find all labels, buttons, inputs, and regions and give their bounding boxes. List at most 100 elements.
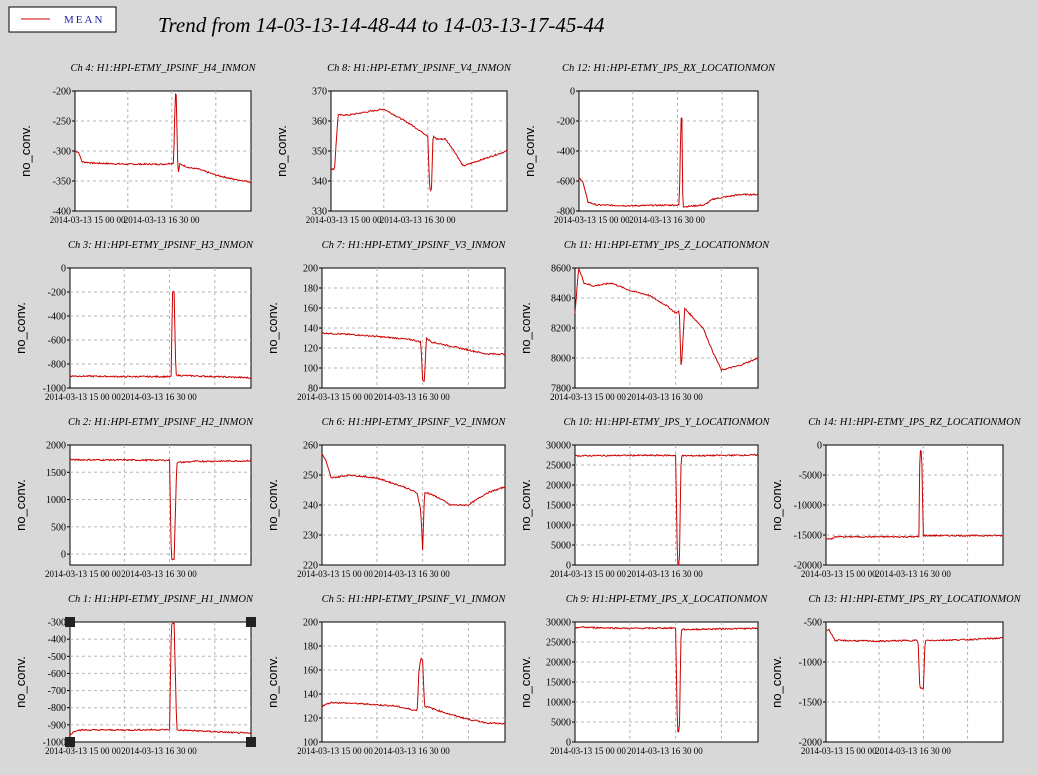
y-tick-label: -300 [48,618,66,629]
y-tick-label: -200 [53,87,71,98]
plot-area [322,622,505,742]
chart-panel: Ch 2: H1:HPI-ETMY_IPSINF_H2_INMON 2000 150… [13,417,254,579]
panel-title: Ch 9: H1:HPI-ETMY_IPS_X_LOCATIONMON [566,594,768,605]
panel-title: Ch 5: H1:HPI-ETMY_IPSINF_V1_INMON [322,594,507,605]
plot-area [70,445,251,565]
x-tick-label: 2014-03-13 15 00 00 [801,569,877,579]
legend: MEAN [9,7,116,32]
y-tick-label: -300 [53,147,71,158]
panel-title: Ch 2: H1:HPI-ETMY_IPSINF_H2_INMON [68,417,254,428]
selection-handle[interactable] [65,617,75,627]
chart-panel: Ch 6: H1:HPI-ETMY_IPSINF_V2_INMON 260 250 2… [265,417,506,579]
x-tick-label: 2014-03-13 15 00 00 [554,215,630,225]
y-tick-label: 500 [51,522,66,533]
y-tick-label: -400 [557,147,575,158]
y-tick-label: -500 [48,652,66,663]
panel-title: Ch 13: H1:HPI-ETMY_IPS_RY_LOCATIONMON [808,594,1021,605]
y-tick-label: -1000 [799,658,822,669]
chart-panel: Ch 3: H1:HPI-ETMY_IPSINF_H3_INMON0-200-4… [13,240,254,402]
chart-panel: Ch 9: H1:HPI-ETMY_IPS_X_LOCATIONMON 30000… [518,594,768,756]
y-axis-label: no_conv. [518,479,533,531]
y-tick-label: -5000 [799,471,822,482]
x-tick-label: 2014-03-13 16 30 00 [374,746,450,756]
panel-title: Ch 11: H1:HPI-ETMY_IPS_Z_LOCATIONMON [564,240,770,251]
x-tick-label: 2014-03-13 15 00 00 [297,746,373,756]
y-tick-label: 20000 [546,658,571,669]
x-tick-label: 2014-03-13 15 00 00 [550,746,626,756]
y-tick-label: 1500 [46,468,66,479]
chart-panel: Ch 13: H1:HPI-ETMY_IPS_RY_LOCATIONMON-50… [769,594,1022,756]
panel-title: Ch 6: H1:HPI-ETMY_IPSINF_V2_INMON [322,417,507,428]
y-tick-label: 8600 [551,264,571,275]
x-tick-label: 2014-03-13 15 00 00 [50,215,126,225]
y-tick-label: -400 [48,635,66,646]
y-tick-label: 160 [303,666,318,677]
y-tick-label: 25000 [546,638,571,649]
y-tick-label: -600 [48,669,66,680]
panel-title: Ch 4: H1:HPI-ETMY_IPSINF_H4_INMON [71,63,257,74]
x-tick-label: 2014-03-13 15 00 00 [45,392,121,402]
y-axis-label: no_conv. [265,656,280,708]
y-tick-label: -900 [48,720,66,731]
y-tick-label: -700 [48,686,66,697]
x-tick-label: 2014-03-13 15 00 00 [550,569,626,579]
y-tick-label: -800 [48,360,66,371]
plot-area [70,268,251,388]
y-axis-label: no_conv. [522,125,537,177]
y-tick-label: 1000 [46,495,66,506]
chart-panel: Ch 8: H1:HPI-ETMY_IPSINF_V4_INMON3703603… [274,63,512,225]
x-tick-label: 2014-03-13 15 00 00 [297,569,373,579]
y-tick-label: 5000 [551,541,571,552]
y-tick-label: -600 [557,177,575,188]
y-tick-label: -400 [48,312,66,323]
y-tick-label: 350 [312,147,327,158]
y-tick-label: -200 [557,117,575,128]
selection-handle[interactable] [65,737,75,747]
plot-area [70,622,251,742]
y-tick-label: 30000 [546,618,571,629]
x-tick-label: 2014-03-13 16 30 00 [875,746,951,756]
x-tick-label: 2014-03-13 15 00 00 [45,746,121,756]
y-tick-label: -250 [53,117,71,128]
legend-label: MEAN [64,14,104,26]
y-axis-label: no_conv. [265,479,280,531]
y-tick-label: 8400 [551,294,571,305]
x-tick-label: 2014-03-13 16 30 00 [627,569,703,579]
y-axis-label: no_conv. [518,302,533,354]
y-tick-label: 260 [303,441,318,452]
y-tick-label: 20000 [546,481,571,492]
y-tick-label: 360 [312,117,327,128]
chart-panel: Ch 1: H1:HPI-ETMY_IPSINF_H1_INMON -300 -40… [13,594,256,756]
chart-panel: Ch 4: H1:HPI-ETMY_IPSINF_H4_INMON -200 -25… [18,63,256,225]
y-tick-label: 370 [312,87,327,98]
y-tick-label: -200 [48,288,66,299]
y-tick-label: 0 [61,550,66,561]
y-axis-label: no_conv. [769,656,784,708]
x-tick-label: 2014-03-13 15 00 00 [550,392,626,402]
chart-panel: Ch 10: H1:HPI-ETMY_IPS_Y_LOCATIONMON3000… [518,417,771,579]
chart-panel: Ch 5: H1:HPI-ETMY_IPSINF_V1_INMON 200 180 1… [265,594,506,756]
y-tick-label: 180 [303,284,318,295]
selection-handle[interactable] [246,737,256,747]
x-tick-label: 2014-03-13 15 00 00 [306,215,382,225]
y-tick-label: 8000 [551,354,571,365]
y-axis-label: no_conv. [769,479,784,531]
y-tick-label: 25000 [546,461,571,472]
x-tick-label: 2014-03-13 16 30 00 [121,746,197,756]
panel-title: Ch 14: H1:HPI-ETMY_IPS_RZ_LOCATIONMON [808,417,1022,428]
y-tick-label: 8200 [551,324,571,335]
x-tick-label: 2014-03-13 15 00 00 [45,569,121,579]
y-tick-label: 0 [61,264,66,275]
panel-title: Ch 12: H1:HPI-ETMY_IPS_RX_LOCATIONMON [562,63,776,74]
chart-panel: Ch 12: H1:HPI-ETMY_IPS_RX_LOCATIONMON 0 -2… [522,63,776,225]
y-tick-label: -350 [53,177,71,188]
y-tick-label: 240 [303,501,318,512]
y-tick-label: 160 [303,304,318,315]
x-tick-label: 2014-03-13 16 30 00 [124,215,200,225]
selection-handle[interactable] [246,617,256,627]
y-tick-label: 0 [817,441,822,452]
y-tick-label: 250 [303,471,318,482]
y-axis-label: no_conv. [274,125,289,177]
x-tick-label: 2014-03-13 16 30 00 [627,392,703,402]
y-tick-label: 0 [570,87,575,98]
